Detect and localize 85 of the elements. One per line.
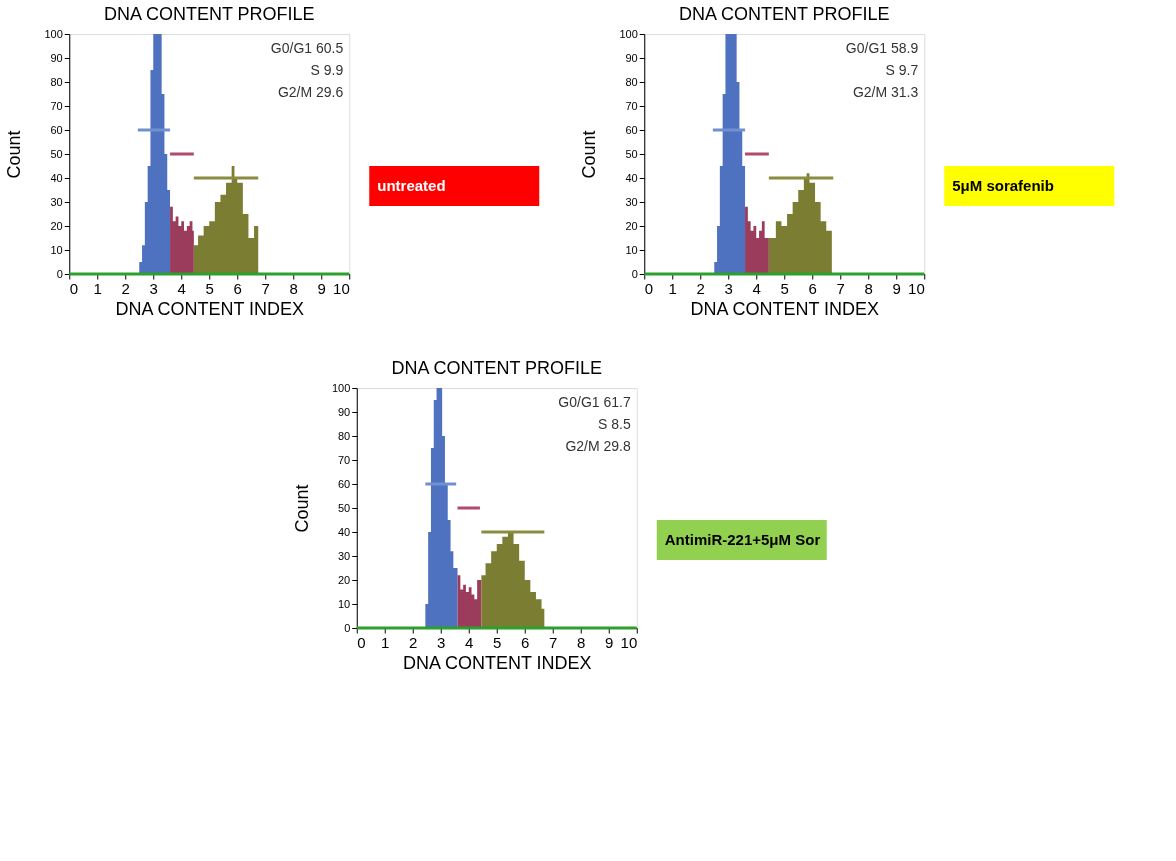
- y-tick-label: 60: [625, 123, 638, 136]
- y-tick-label: 90: [625, 51, 638, 64]
- annotation: G0/G1 58.9: [845, 40, 919, 56]
- x-tick-label: 6: [808, 279, 817, 297]
- x-tick-label: 4: [177, 279, 186, 297]
- chart-title: DNA CONTENT PROFILE: [103, 4, 315, 24]
- annotation: G2/M 29.6: [277, 84, 344, 100]
- y-tick-label: 60: [50, 123, 63, 136]
- x-tick-label: 10: [908, 279, 925, 297]
- x-tick-label: 8: [289, 279, 298, 297]
- x-tick-label: 8: [864, 279, 873, 297]
- x-tick-label: 1: [93, 279, 102, 297]
- annotation: G0/G1 61.7: [558, 394, 631, 410]
- y-tick-label: 20: [338, 573, 351, 586]
- x-axis-title: DNA CONTENT INDEX: [115, 298, 305, 319]
- y-tick-label: 10: [338, 597, 351, 610]
- x-tick-label: 1: [381, 633, 390, 651]
- x-tick-label: 9: [317, 279, 326, 297]
- y-tick-label: 30: [50, 195, 63, 208]
- y-tick-label: 80: [50, 75, 63, 88]
- y-tick-label: 100: [331, 381, 351, 394]
- y-axis-title: Count: [4, 130, 25, 179]
- y-tick-label: 70: [625, 99, 638, 112]
- x-tick-label: 6: [521, 633, 530, 651]
- x-tick-label: 7: [549, 633, 558, 651]
- x-tick-label: 2: [696, 279, 705, 297]
- y-tick-label: 30: [625, 195, 638, 208]
- x-tick-label: 2: [121, 279, 130, 297]
- chart-title: DNA CONTENT PROFILE: [678, 4, 890, 24]
- x-tick-label: 7: [261, 279, 270, 297]
- x-tick-label: 1: [668, 279, 677, 297]
- chart-title: DNA CONTENT PROFILE: [391, 358, 603, 378]
- x-tick-label: 9: [892, 279, 901, 297]
- x-tick-label: 5: [205, 279, 214, 297]
- x-tick-label: 8: [577, 633, 586, 651]
- annotation: S 8.5: [598, 416, 631, 432]
- y-tick-label: 0: [344, 621, 351, 634]
- y-tick-label: 50: [338, 501, 351, 514]
- y-tick-label: 20: [50, 219, 63, 232]
- x-tick-label: 5: [780, 279, 789, 297]
- y-tick-label: 50: [50, 147, 63, 160]
- text: 5μM sorafenib: [952, 177, 1054, 194]
- y-axis-title: Count: [579, 130, 600, 179]
- y-tick-label: 90: [50, 51, 63, 64]
- y-tick-label: 70: [338, 453, 351, 466]
- x-tick-label: 6: [233, 279, 242, 297]
- y-tick-label: 0: [631, 267, 638, 280]
- y-tick-label: 0: [56, 267, 63, 280]
- y-tick-label: 40: [625, 171, 638, 184]
- x-tick-label: 7: [836, 279, 845, 297]
- x-tick-label: 2: [409, 633, 418, 651]
- y-tick-label: 20: [625, 219, 638, 232]
- annotation: G0/G1 60.5: [270, 40, 344, 56]
- x-tick-label: 0: [69, 279, 79, 297]
- y-tick-label: 40: [338, 525, 351, 538]
- y-tick-label: 60: [338, 477, 351, 490]
- x-tick-label: 3: [149, 279, 158, 297]
- x-tick-label: 3: [437, 633, 446, 651]
- y-tick-label: 70: [50, 99, 63, 112]
- y-tick-label: 80: [625, 75, 638, 88]
- x-tick-label: 0: [644, 279, 654, 297]
- y-tick-label: 40: [50, 171, 63, 184]
- y-tick-label: 90: [338, 405, 351, 418]
- y-axis-title: Count: [291, 484, 312, 533]
- x-tick-label: 4: [752, 279, 761, 297]
- annotation: S 9.7: [885, 62, 919, 78]
- annotation: S 9.9: [310, 62, 344, 78]
- y-tick-label: 10: [50, 243, 63, 256]
- y-tick-label: 10: [625, 243, 638, 256]
- text: untreated: [377, 177, 446, 194]
- text: AntimiR-221+5μM Sor: [664, 531, 821, 548]
- y-tick-label: 30: [338, 549, 351, 562]
- annotation: G2/M 29.8: [565, 438, 631, 454]
- x-tick-label: 9: [605, 633, 614, 651]
- y-tick-label: 100: [619, 27, 638, 40]
- y-tick-label: 50: [625, 147, 638, 160]
- y-tick-label: 80: [338, 429, 351, 442]
- x-axis-title: DNA CONTENT INDEX: [690, 298, 880, 319]
- y-tick-label: 100: [44, 27, 63, 40]
- annotation: G2/M 31.3: [852, 84, 919, 100]
- x-tick-label: 0: [357, 633, 366, 651]
- x-tick-label: 4: [465, 633, 474, 651]
- x-tick-label: 3: [724, 279, 733, 297]
- x-tick-label: 5: [493, 633, 502, 651]
- x-axis-title: DNA CONTENT INDEX: [402, 652, 592, 673]
